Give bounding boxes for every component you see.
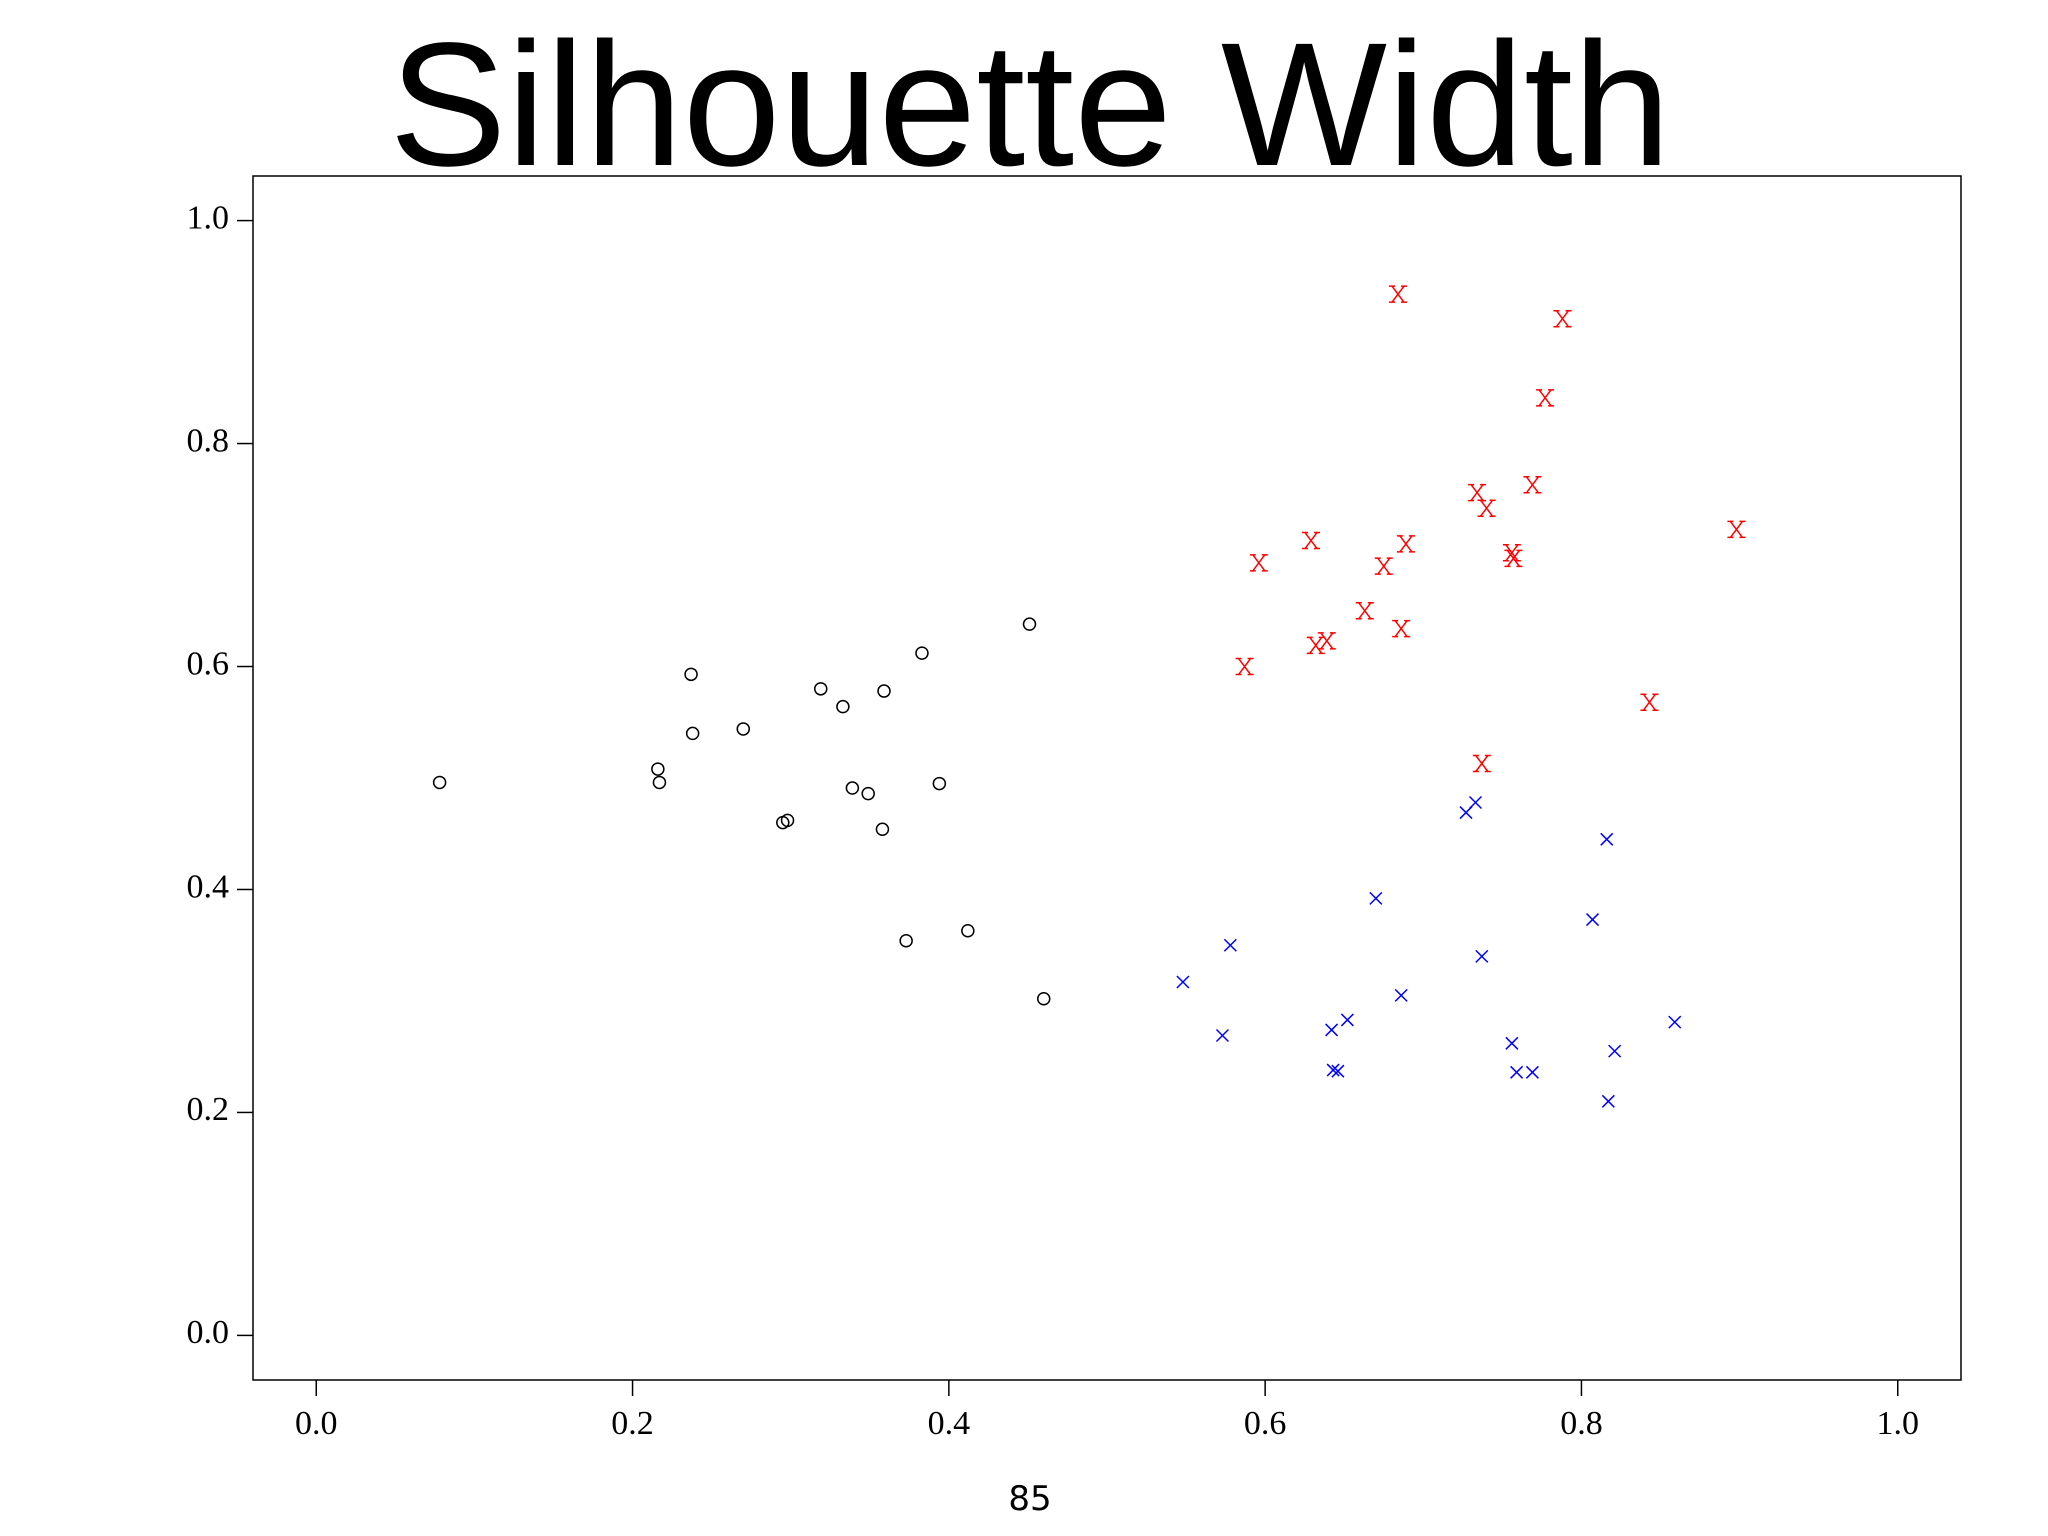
point: [932, 776, 947, 791]
x-tick-label: 0.4: [928, 1405, 971, 1442]
x-tick-label: 1.0: [1876, 1405, 1919, 1442]
point: [780, 813, 795, 828]
point: [1249, 554, 1268, 572]
point: [877, 684, 891, 698]
point: [1727, 520, 1746, 539]
point: [1392, 619, 1411, 638]
point: [875, 822, 890, 837]
y-tick-label: 1.0: [187, 199, 230, 236]
point: [685, 726, 700, 741]
point: [1608, 1044, 1622, 1058]
x-tick-label: 0.6: [1244, 1405, 1287, 1442]
y-tick-label: 0.0: [187, 1314, 230, 1351]
point: [1505, 1036, 1519, 1050]
x-tick-label: 0.0: [295, 1405, 338, 1442]
x-axis-label: 85: [1008, 1479, 1051, 1519]
point: [1302, 531, 1321, 550]
point: [915, 646, 929, 660]
point: [1468, 483, 1487, 502]
point: [1022, 617, 1037, 631]
point: [899, 934, 913, 948]
y-tick-label: 0.8: [187, 422, 230, 459]
point: [1325, 1023, 1339, 1037]
point: [1459, 806, 1473, 820]
point: [1036, 991, 1051, 1006]
point: [1472, 754, 1491, 773]
point: [1536, 389, 1555, 407]
point: [1668, 1015, 1682, 1029]
point: [1601, 1094, 1615, 1108]
point: [652, 775, 667, 790]
y-tick-label: 0.4: [187, 868, 230, 905]
point: [776, 815, 790, 830]
x-tick-label: 0.8: [1560, 1405, 1603, 1442]
plot-frame: [252, 175, 1962, 1381]
point: [1223, 938, 1237, 952]
point: [836, 699, 850, 714]
y-tick-label: 0.2: [187, 1091, 230, 1128]
point: [1394, 988, 1408, 1002]
point: [1510, 1065, 1524, 1079]
x-tick-label: 0.2: [611, 1405, 654, 1442]
point: [1355, 602, 1374, 620]
point: [1369, 891, 1383, 905]
point: [1396, 535, 1415, 553]
point: [1475, 949, 1489, 963]
point: [1317, 632, 1336, 650]
point: [1306, 636, 1325, 655]
point: [684, 667, 698, 682]
point: [1374, 557, 1393, 575]
point: [1600, 832, 1614, 846]
point: [1553, 309, 1572, 328]
point: [861, 786, 875, 801]
point: [1523, 476, 1542, 494]
point: [1504, 549, 1523, 568]
point: [961, 923, 975, 938]
point: [814, 682, 828, 696]
point: [1502, 544, 1521, 562]
point: [1331, 1064, 1345, 1078]
point: [1215, 1028, 1229, 1043]
point: [1235, 657, 1254, 676]
point: [845, 781, 860, 795]
point: [1388, 285, 1407, 303]
point: [1640, 693, 1659, 711]
point: [1340, 1013, 1354, 1027]
point: [1176, 975, 1190, 989]
point: [651, 762, 665, 776]
point: [736, 722, 751, 736]
chart-title: Silhouette Width: [389, 7, 1671, 203]
y-tick-label: 0.6: [187, 645, 230, 682]
point: [432, 775, 447, 790]
point: [1477, 499, 1496, 517]
point: [1326, 1063, 1340, 1077]
point: [1525, 1065, 1539, 1079]
point: [1585, 913, 1600, 927]
